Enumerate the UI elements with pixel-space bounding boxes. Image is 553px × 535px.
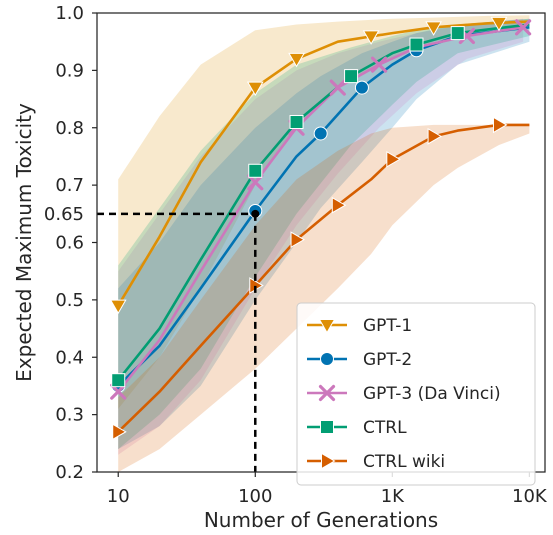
marker-2-3	[329, 79, 346, 96]
marker-0-2	[288, 52, 305, 68]
marker-0-5	[490, 16, 508, 32]
marker-3-4	[409, 37, 424, 52]
marker-2-0	[110, 383, 127, 400]
marker-4-2	[290, 231, 306, 248]
y-axis-ticks: 0.2 0.3 0.4 0.5 0.6 0.7 0.8 0.9 1.0	[55, 3, 97, 483]
annotation-label: 0.65	[44, 204, 84, 225]
legend-box	[296, 302, 536, 486]
band-2	[118, 18, 524, 455]
marker-0-0	[109, 299, 127, 315]
x-tick-label-0: 10	[107, 486, 130, 507]
marker-3-2	[289, 115, 304, 130]
legend-marker-0	[318, 319, 336, 334]
marker-3-3	[344, 69, 359, 84]
band-0	[118, 15, 530, 409]
confidence-bands	[118, 15, 530, 473]
marker-4-0	[112, 423, 127, 441]
legend-marker-2	[318, 384, 336, 402]
series-line-3	[117, 23, 530, 382]
y-tick-label-6: 0.8	[55, 118, 84, 139]
x-tick-label-1: 100	[238, 486, 272, 507]
marker-1-3	[354, 80, 369, 95]
marker-2-4	[370, 56, 388, 73]
annotation-point	[251, 209, 260, 218]
band-3	[118, 18, 530, 450]
x-tick-label-3: 10K	[512, 486, 548, 507]
legend-marker-4	[321, 452, 336, 470]
marker-2-6	[515, 19, 532, 36]
series-line-2	[117, 26, 524, 393]
marker-4-6	[492, 116, 508, 134]
marker-0-4	[425, 21, 442, 36]
band-1	[118, 18, 530, 450]
annotation-guides	[97, 209, 260, 472]
legend: GPT-1 GPT-2 GPT-3 (Da Vinci) CTRL CTRL wiki	[296, 302, 536, 486]
marker-3-5	[450, 26, 465, 41]
legend-marker-1	[320, 352, 334, 366]
marker-3-0	[111, 373, 126, 388]
marker-3-1	[248, 163, 263, 178]
legend-label-4: CTRL wiki	[363, 452, 445, 472]
marker-2-1	[247, 174, 264, 191]
marker-4-4	[386, 150, 401, 168]
legend-label-2: GPT-3 (Da Vinci)	[363, 384, 501, 404]
y-tick-label-1: 0.3	[55, 405, 84, 426]
legend-label-1: GPT-2	[363, 350, 412, 370]
y-tick-label-0: 0.2	[55, 462, 84, 483]
marker-4-3	[331, 196, 347, 214]
legend-marker-3	[320, 420, 334, 434]
marker-1-2	[313, 126, 328, 141]
y-tick-label-2: 0.4	[55, 347, 84, 368]
x-axis-ticks: 10 100 1K 10K	[107, 472, 548, 507]
y-axis-label: Expected Maximum Toxicity	[12, 103, 36, 382]
marker-0-1	[246, 81, 264, 97]
marker-0-3	[362, 30, 380, 45]
y-tick-label-3: 0.5	[55, 290, 84, 311]
band-4	[118, 124, 530, 473]
x-tick-label-2: 1K	[381, 486, 405, 507]
x-axis-label: Number of Generations	[204, 508, 438, 532]
marker-4-5	[427, 127, 443, 145]
legend-label-0: GPT-1	[363, 316, 412, 336]
series-line-0	[117, 20, 530, 307]
y-tick-label-4: 0.6	[55, 233, 84, 254]
y-tick-label-7: 0.9	[55, 60, 84, 81]
y-tick-label-5: 0.7	[55, 175, 84, 196]
legend-label-3: CTRL	[363, 418, 407, 438]
series-line-4	[117, 123, 530, 433]
y-tick-label-8: 1.0	[55, 3, 84, 24]
